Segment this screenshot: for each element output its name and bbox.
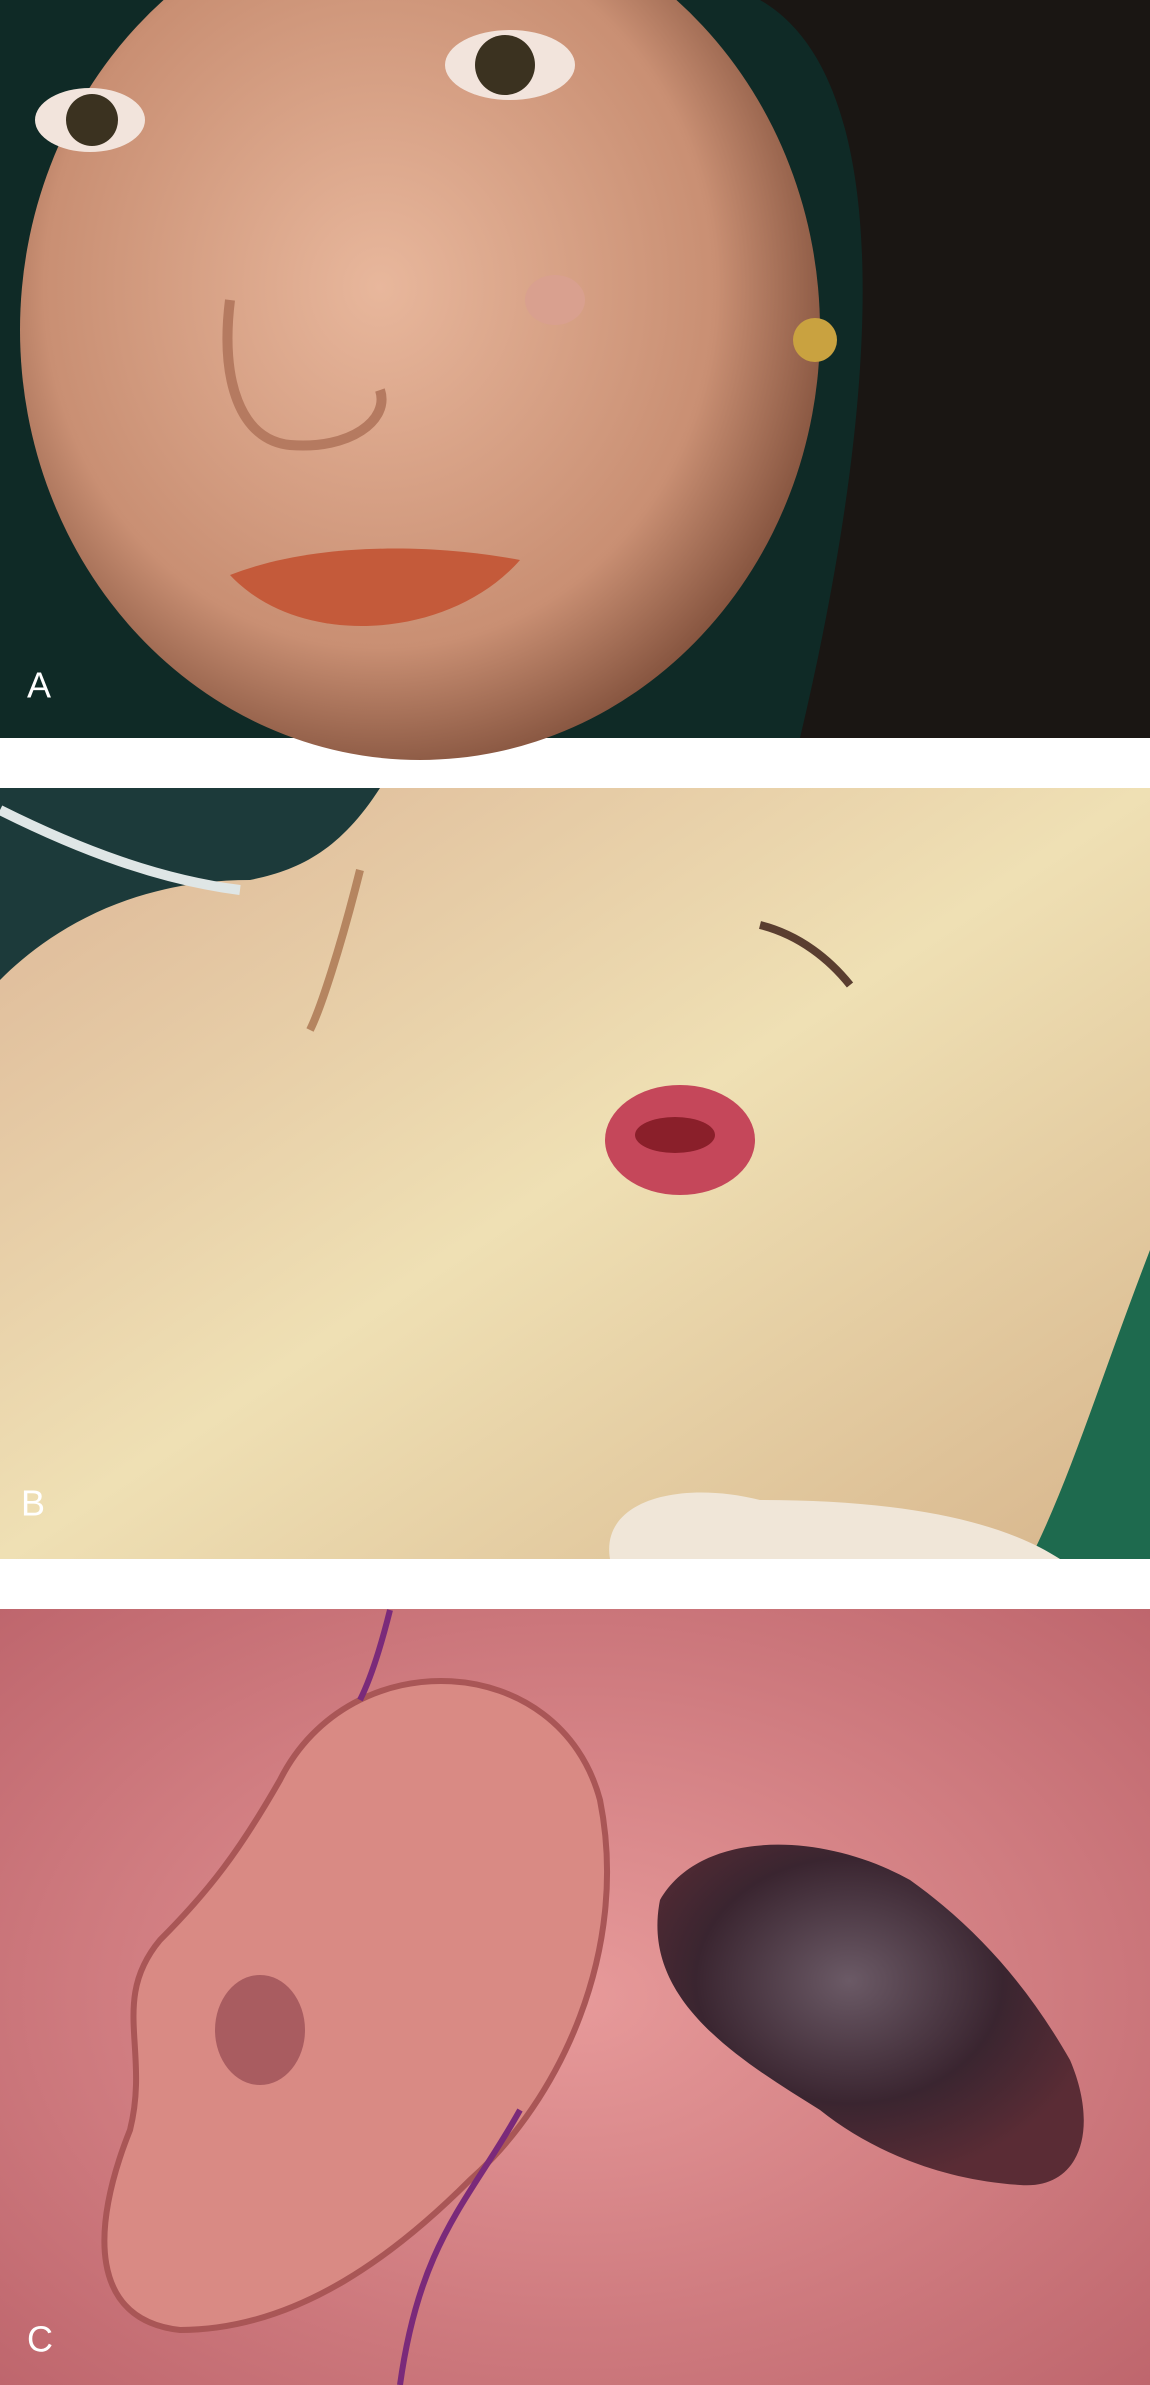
earring: [793, 318, 837, 362]
lesion: [657, 1844, 1084, 2186]
panel-label: A: [27, 665, 51, 706]
photo-background: [0, 788, 1150, 1559]
panel-b: B: [0, 788, 1150, 1559]
closed-eye: [759, 921, 854, 988]
panel-label: B: [21, 1483, 45, 1524]
nose: [222, 299, 387, 451]
panel-c: C: [0, 1609, 1150, 2385]
tube: [0, 805, 241, 895]
iris: [66, 94, 118, 146]
lesion: [525, 275, 585, 325]
hair: [760, 0, 1150, 738]
lips: [230, 548, 520, 627]
face: [20, 0, 820, 760]
ear-canal: [215, 1975, 305, 2085]
surgical-marking: [357, 1609, 523, 2385]
drape: [1030, 1250, 1150, 1559]
ear: [609, 1492, 1060, 1559]
iris: [475, 35, 535, 95]
lesion-center: [635, 1117, 715, 1153]
panel-label: C: [27, 2319, 53, 2360]
panel-a: A: [0, 0, 1150, 760]
skin-fold: [306, 869, 364, 1032]
